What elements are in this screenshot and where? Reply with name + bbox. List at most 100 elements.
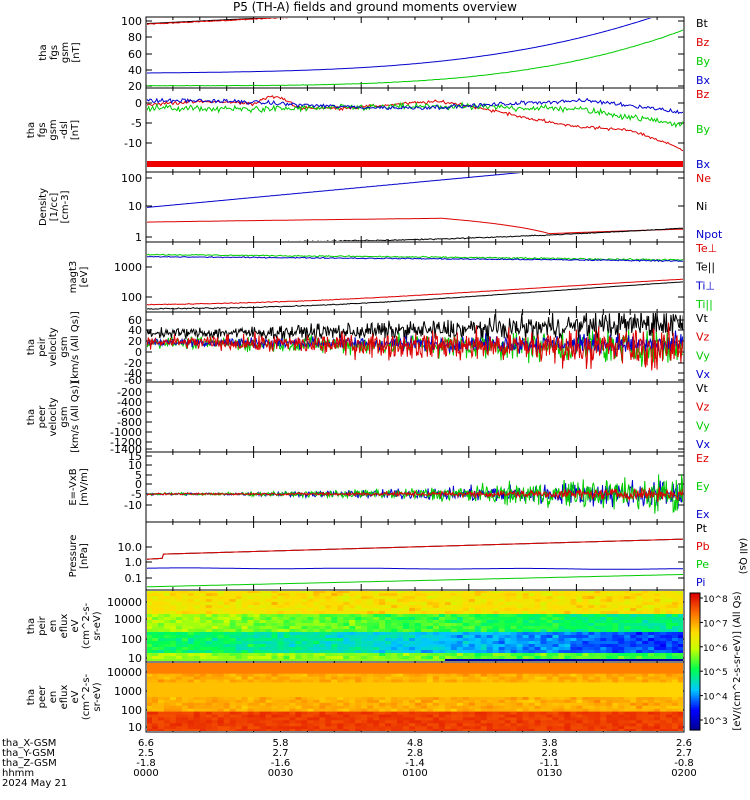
spectro-cell <box>319 676 326 681</box>
spectro-cell <box>528 663 536 666</box>
spectro-cell <box>325 659 332 661</box>
spectro-cell <box>600 729 607 731</box>
spectro-cell <box>432 602 440 606</box>
spectro-cell <box>349 679 356 683</box>
spectro-cell <box>152 611 159 615</box>
spectro-cell <box>391 717 398 721</box>
spectro-cell <box>427 614 434 618</box>
spectro-cell <box>187 679 195 683</box>
spectro-cell <box>211 663 219 666</box>
spectro-cell <box>516 617 524 621</box>
spectro-cell <box>540 729 548 731</box>
spectro-cell <box>355 620 362 624</box>
spectro-cell <box>564 614 571 618</box>
spectro-cell <box>450 650 458 654</box>
spectro-cell <box>552 626 560 630</box>
spectro-cell <box>385 591 392 594</box>
spectro-cell <box>432 629 440 633</box>
spectro-cell <box>552 656 560 660</box>
spectro-cell <box>181 673 189 678</box>
spectro-cell <box>211 614 219 618</box>
spectro-cell <box>367 644 374 648</box>
spectro-cell <box>235 673 243 678</box>
spectro-cell <box>391 705 398 710</box>
spectro-cell <box>319 717 326 721</box>
spectro-cell <box>630 667 637 672</box>
spectro-cell <box>642 667 649 672</box>
spectro-cell <box>337 682 344 686</box>
spectro-cell <box>678 611 683 615</box>
spectro-cell <box>283 679 291 683</box>
spectro-cell <box>367 691 374 695</box>
spectro-cell <box>331 605 338 609</box>
spectro-cell <box>175 593 183 597</box>
y-tick-label: 0 <box>135 478 142 491</box>
spectro-cell <box>576 647 583 651</box>
spectro-cell <box>558 694 566 698</box>
spectro-cell <box>415 705 422 710</box>
spectro-cell <box>618 682 625 686</box>
spectro-cell <box>427 676 434 681</box>
spectro-cell <box>444 699 452 704</box>
spectro-cell <box>462 664 470 669</box>
spectro-cell <box>438 663 446 666</box>
spectro-cell <box>331 593 338 597</box>
spectro-cell <box>552 714 560 718</box>
spectro-cell <box>199 694 207 698</box>
spectro-cell <box>660 644 667 648</box>
spectro-cell <box>355 664 362 669</box>
spectro-cell <box>253 670 261 675</box>
spectro-cell <box>337 699 344 704</box>
spectro-cell <box>546 688 554 692</box>
spectro-cell <box>642 726 649 730</box>
spectro-cell <box>432 682 440 686</box>
y-tick-label: 10 <box>128 459 142 472</box>
spectro-cell <box>193 641 201 645</box>
spectro-cell <box>456 641 464 645</box>
spectro-cell <box>432 591 440 594</box>
spectro-cell <box>570 617 577 621</box>
spectro-cell <box>660 697 667 701</box>
spectro-cell <box>678 593 683 597</box>
spectro-cell <box>211 676 219 681</box>
spectro-cell <box>289 711 297 716</box>
spectro-cell <box>540 614 548 618</box>
spectro-cell <box>152 723 159 727</box>
spectro-cell <box>337 663 344 666</box>
spectro-cell <box>522 679 530 683</box>
spectro-cell <box>480 593 488 597</box>
spectro-cell <box>582 717 589 721</box>
spectro-cell <box>277 611 285 615</box>
spectro-cell <box>468 708 476 713</box>
spectro-cell <box>241 659 249 661</box>
spectro-cell <box>385 708 392 713</box>
spectro-cell <box>163 647 171 651</box>
spectro-cell <box>606 596 613 600</box>
spectro-cell <box>666 641 673 645</box>
spectro-cell <box>540 650 548 654</box>
spectro-cell <box>181 685 189 689</box>
spectro-cell <box>337 714 344 718</box>
spectro-cell <box>331 664 338 669</box>
spectro-cell <box>492 667 500 672</box>
spectro-cell <box>229 638 237 642</box>
spectro-cell <box>558 591 566 594</box>
spectro-cell <box>361 711 368 716</box>
spectro-cell <box>444 705 452 710</box>
y-tick-label: 80 <box>128 31 142 44</box>
spectro-cell <box>205 591 213 594</box>
spectro-cell <box>528 591 536 594</box>
spectro-cell <box>432 656 440 660</box>
spectro-cell <box>271 705 279 710</box>
spectro-cell <box>594 614 601 618</box>
spectro-cell <box>175 699 183 704</box>
spectro-cell <box>618 699 625 704</box>
spectro-cell <box>618 620 625 624</box>
spectro-cell <box>612 714 619 718</box>
spectro-cell <box>558 620 566 624</box>
spectro-cell <box>642 626 649 630</box>
spectro-cell <box>283 605 291 609</box>
spectro-cell <box>636 705 643 710</box>
spectro-cell <box>158 694 165 698</box>
spectro-cell <box>181 726 189 730</box>
